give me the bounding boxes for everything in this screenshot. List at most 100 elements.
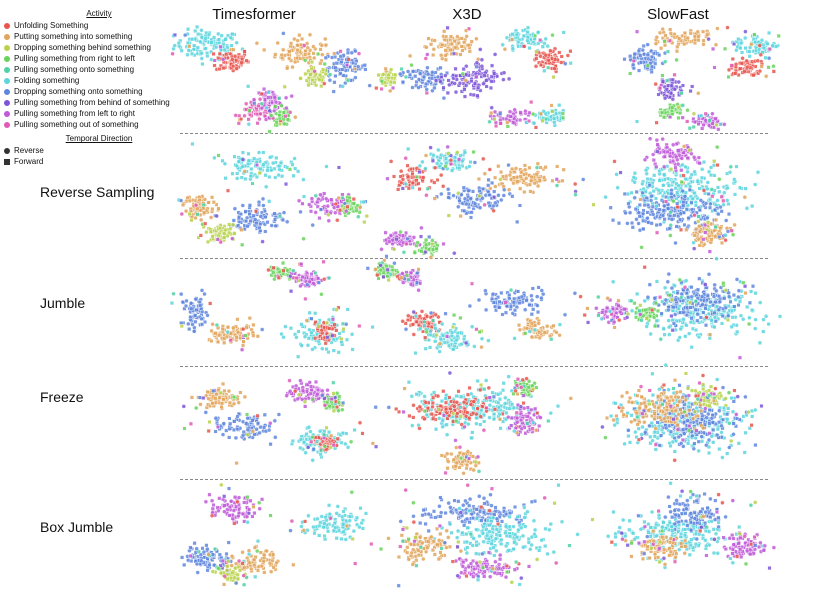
scatter-point (303, 296, 308, 302)
scatter-point (313, 311, 318, 316)
scatter-point (678, 211, 683, 216)
scatter-point (403, 155, 408, 161)
scatter-point (771, 69, 776, 74)
scatter-point (489, 296, 495, 302)
scatter-point (527, 182, 532, 187)
scatter-point (338, 208, 343, 213)
scatter-point (687, 126, 692, 131)
scatter-point (470, 324, 475, 329)
scatter-point (752, 32, 757, 37)
scatter-point (550, 109, 555, 114)
scatter-point (685, 36, 690, 41)
scatter-point (550, 178, 555, 183)
scatter-point (222, 161, 228, 167)
scatter-point (481, 81, 486, 87)
scatter-point (660, 110, 665, 115)
scatter-point (300, 37, 305, 42)
scatter-point (624, 315, 630, 320)
scatter-point (723, 288, 728, 293)
scatter-point (541, 175, 547, 180)
scatter-point (336, 57, 341, 62)
scatter-point (654, 318, 659, 323)
scatter-point (483, 288, 488, 293)
scatter-point (356, 51, 362, 56)
scatter-point (474, 74, 479, 79)
scatter-point (448, 161, 454, 167)
scatter-point (375, 272, 380, 278)
scatter-point (213, 44, 219, 50)
scatter-point (244, 58, 249, 63)
scatter-point (627, 210, 633, 215)
scatter-point (282, 84, 287, 90)
scatter-point (239, 227, 244, 232)
scatter-point (183, 208, 189, 214)
scatter-point (190, 322, 195, 327)
scatter-point (356, 214, 361, 219)
scatter-point (712, 315, 718, 320)
scatter-point (446, 187, 451, 192)
scatter-point (663, 33, 668, 38)
scatter-point (525, 35, 530, 40)
legend-item: Dropping something behind something (4, 42, 194, 53)
scatter-point (387, 239, 392, 244)
scatter-point (543, 165, 548, 170)
scatter-point (406, 313, 411, 318)
scatter-point (322, 81, 327, 86)
scatter-point (509, 304, 514, 309)
scatter-point (234, 176, 240, 181)
scatter-point (701, 42, 706, 47)
scatter-point (542, 68, 547, 73)
scatter-point (283, 324, 288, 329)
scatter-point (233, 113, 238, 118)
scatter-point (675, 161, 681, 167)
scatter-point (409, 62, 414, 68)
row-separator (180, 479, 768, 480)
scatter-point (354, 208, 359, 213)
scatter-point (246, 121, 252, 127)
scatter-point (723, 46, 728, 51)
scatter-point (757, 68, 763, 74)
scatter-point (533, 125, 538, 130)
scatter-point (688, 89, 693, 94)
scatter-point (273, 217, 278, 222)
scatter-point (216, 56, 221, 61)
scatter-point (513, 308, 518, 313)
scatter-point (234, 58, 239, 63)
scatter-point (385, 176, 390, 181)
scatter-point (448, 157, 454, 163)
scatter-point (246, 151, 251, 156)
scatter-point (423, 335, 428, 340)
scatter-point (638, 303, 643, 308)
scatter-point (490, 291, 496, 297)
scatter-point (295, 48, 300, 53)
scatter-point (654, 223, 659, 228)
scatter-point (636, 221, 641, 226)
scatter-point (623, 210, 628, 216)
scatter-point (551, 75, 556, 80)
scatter-point (364, 213, 369, 219)
scatter-point (248, 173, 254, 179)
scatter-point (323, 71, 328, 77)
scatter-point (776, 33, 781, 38)
scatter-point (724, 218, 729, 223)
scatter-point (338, 54, 343, 59)
scatter-point (440, 321, 445, 327)
scatter-point (316, 196, 321, 202)
scatter-point (516, 39, 521, 45)
scatter-point (258, 111, 263, 117)
scatter-point (700, 167, 705, 172)
scatter-point (462, 337, 467, 342)
scatter-point (733, 192, 738, 197)
scatter-point (630, 225, 635, 230)
scatter-point (329, 197, 334, 202)
scatter-point (706, 191, 711, 196)
legend-item: Pulling something onto something (4, 64, 194, 75)
scatter-point (492, 304, 498, 309)
scatter-point (201, 202, 206, 207)
scatter-point (474, 60, 480, 65)
scatter-point (734, 48, 739, 53)
scatter-point (232, 154, 237, 159)
scatter-point (529, 178, 534, 183)
scatter-point (432, 38, 437, 43)
scatter-point (225, 188, 230, 193)
